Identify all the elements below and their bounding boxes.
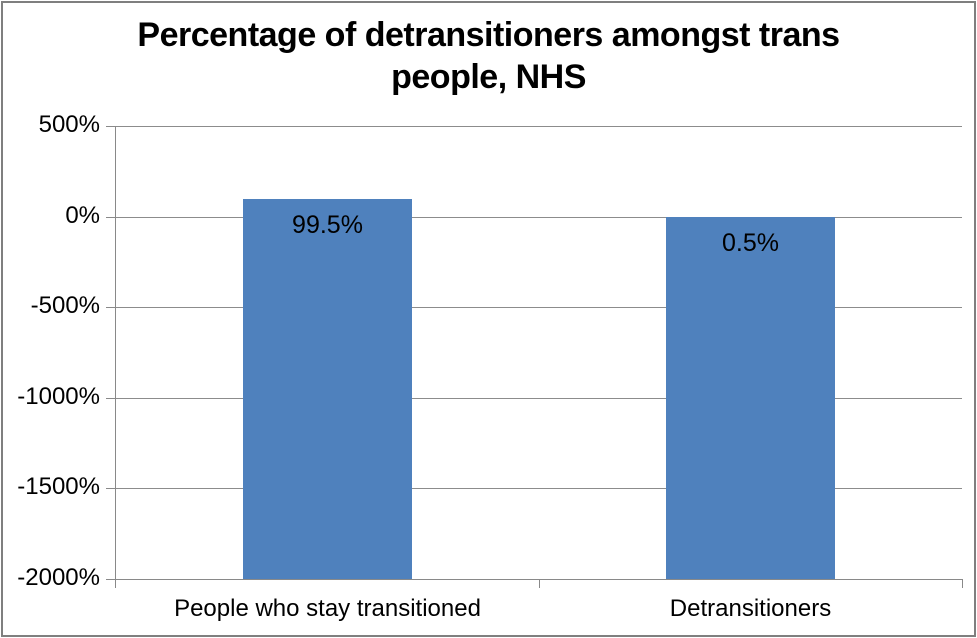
y-axis-tick	[106, 488, 116, 489]
gridline--500%	[116, 307, 962, 308]
gridline-0%	[116, 217, 962, 218]
x-axis-tick	[962, 579, 963, 588]
gridline--1500%	[116, 488, 962, 489]
chart-title-line-1: Percentage of detransitioners amongst tr…	[137, 16, 840, 54]
gridline--1000%	[116, 398, 962, 399]
y-axis-tick-label: 500%	[38, 111, 100, 138]
bar-2	[666, 216, 835, 579]
y-axis-tick-label: 0%	[65, 202, 100, 229]
x-axis-category-label: Detransitioners	[669, 595, 832, 622]
y-axis-tick-label: -2000%	[17, 564, 100, 591]
y-axis-tick	[106, 217, 116, 218]
y-axis-tick-label: -500%	[30, 292, 100, 319]
y-axis-tick	[106, 398, 116, 399]
y-axis-tick	[106, 126, 116, 127]
bar-1	[243, 198, 412, 579]
y-axis-tick	[106, 307, 116, 308]
bar-data-label: 0.5%	[722, 228, 779, 257]
gridline-500%	[116, 126, 962, 127]
chart-title-line-2: people, NHS	[391, 58, 586, 96]
x-axis-category-label: People who stay transitioned	[174, 595, 481, 622]
chart-title: Percentage of detransitioners amongst tr…	[0, 14, 977, 98]
y-axis-tick-label: -1000%	[17, 383, 100, 410]
y-axis-tick-label: -1500%	[17, 473, 100, 500]
y-axis-line	[115, 126, 116, 588]
bar-data-label: 99.5%	[292, 210, 363, 239]
x-axis-tick	[539, 579, 540, 588]
x-axis-line	[106, 579, 962, 580]
